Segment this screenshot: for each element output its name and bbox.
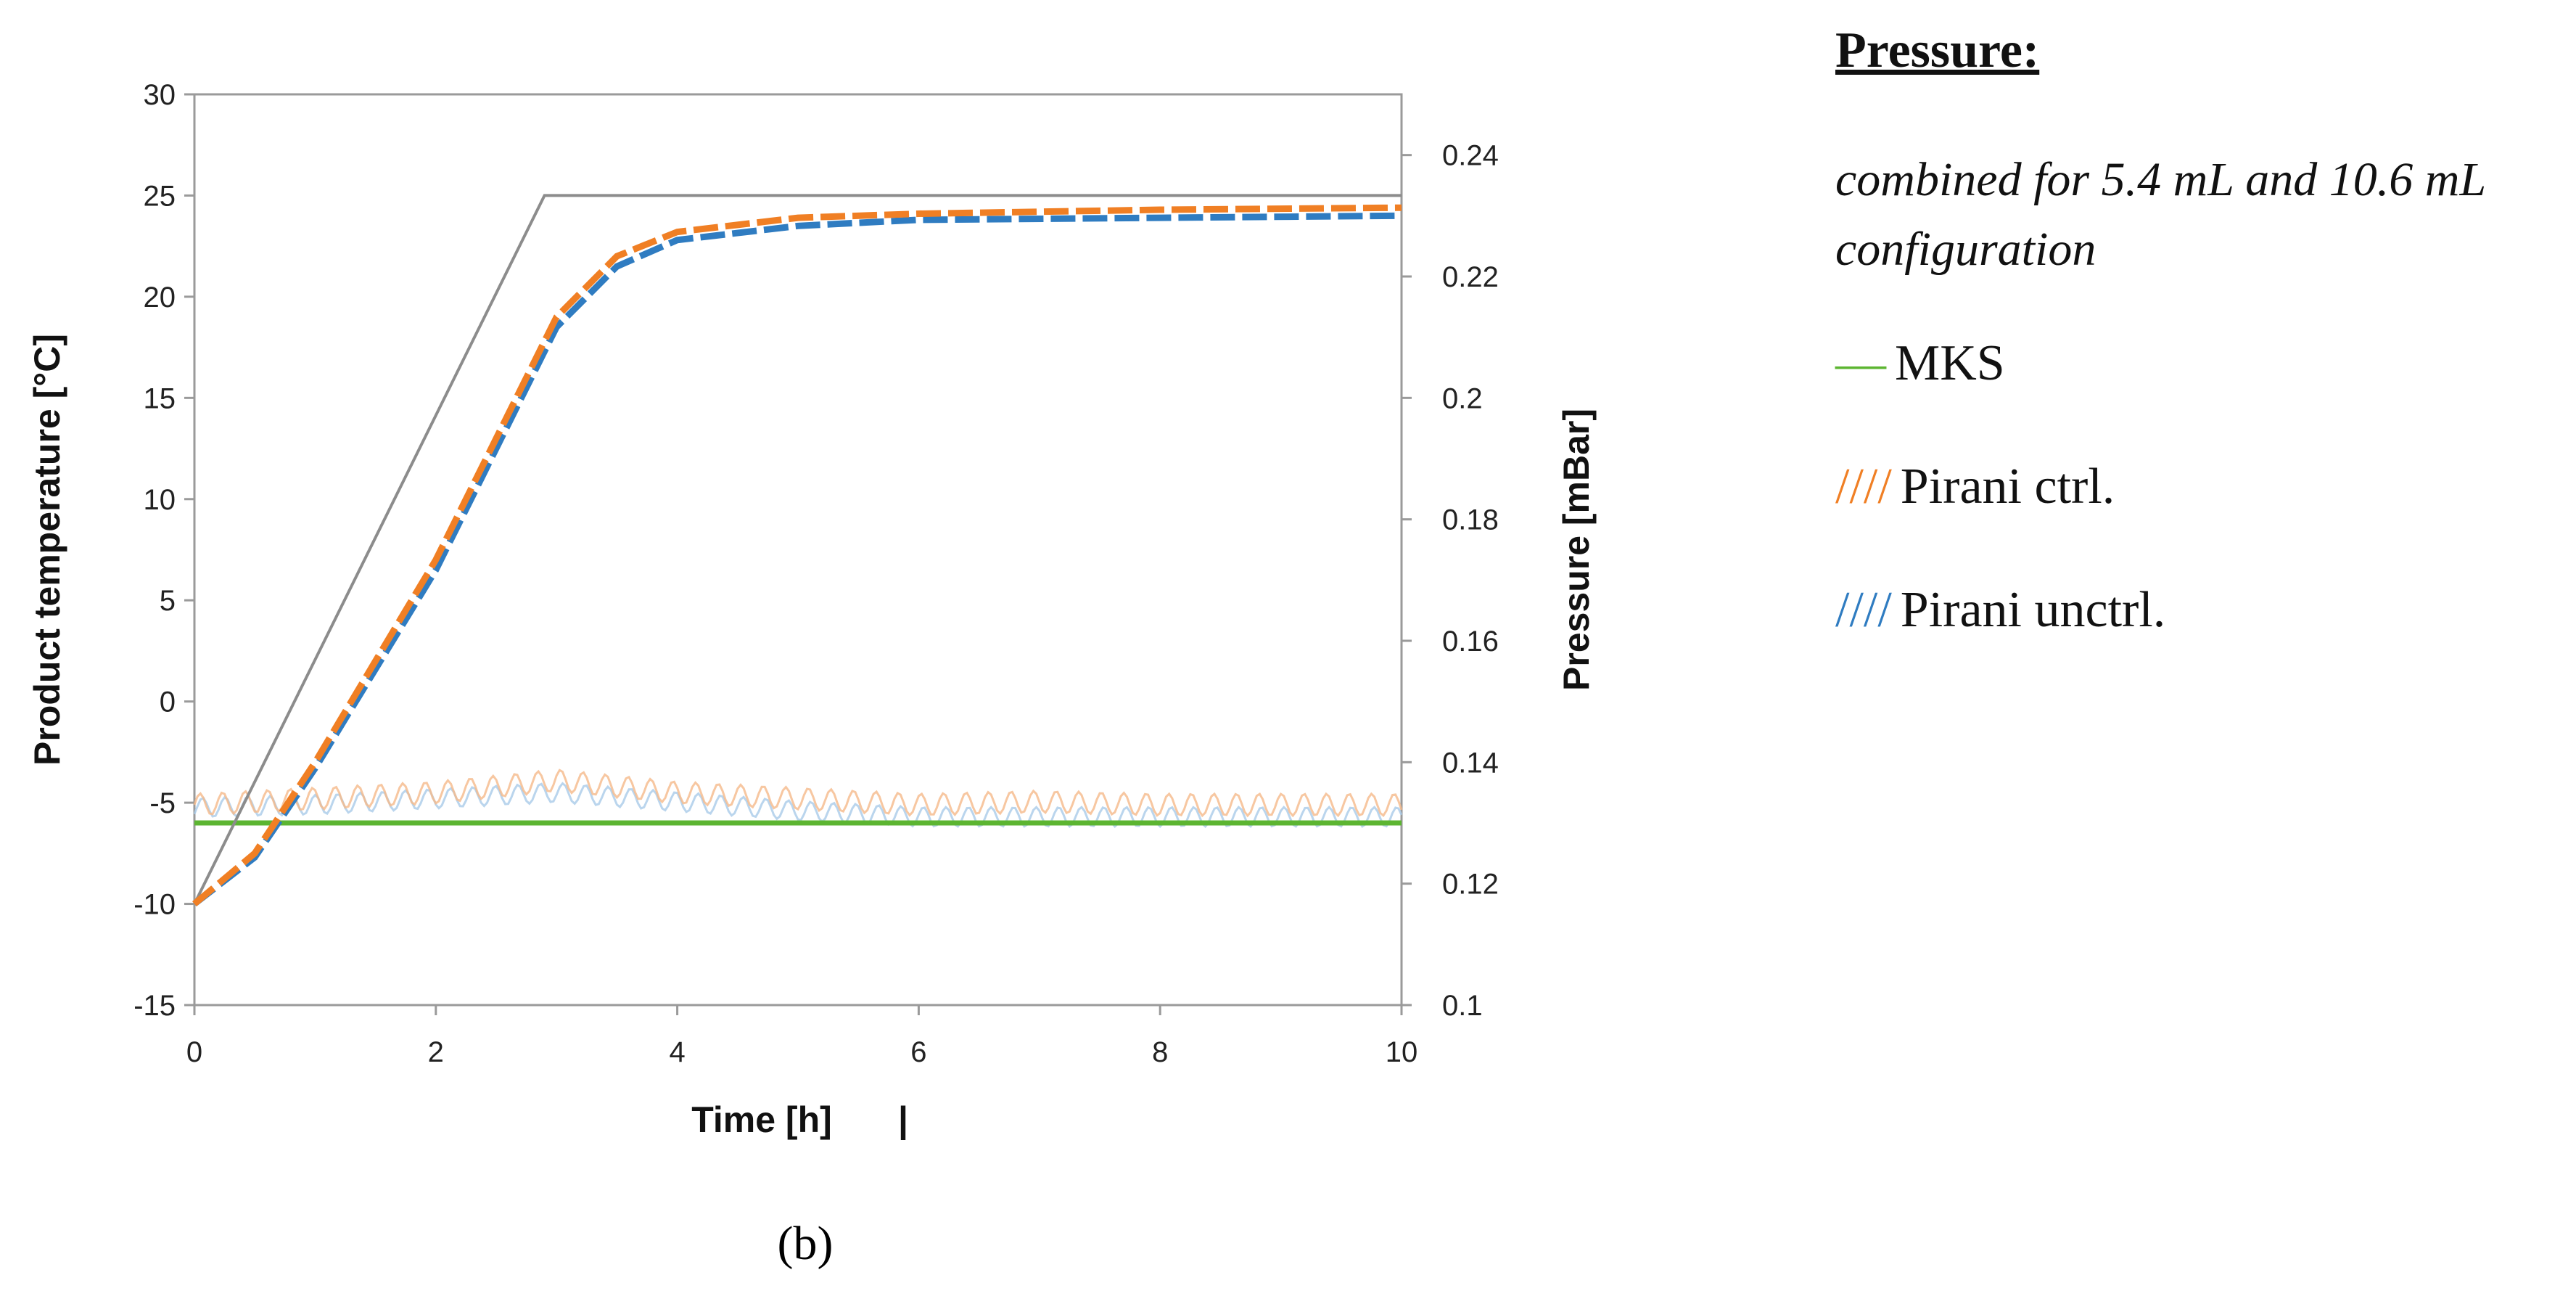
right-tick-label: 0.24 [1442, 140, 1499, 172]
legend-symbol-pirani-ctrl: //// [1835, 459, 1892, 515]
series-pirani-ctrl [193, 769, 1403, 818]
right-axis: 0.24 0.22 0.2 0.18 0.16 0.14 0.12 0.1 [1402, 140, 1499, 1022]
x-axis-title-suffix: | [898, 1099, 908, 1141]
left-tick-label: -10 [133, 889, 176, 921]
legend-entry-pirani-ctrl: ////Pirani ctrl. [1835, 458, 2561, 516]
series-pirani-unctrl [193, 782, 1403, 829]
left-tick-label: 0 [160, 687, 176, 718]
left-axis-title: Product temperature [°C] [27, 334, 67, 766]
right-tick-label: 0.1 [1442, 990, 1483, 1022]
legend-label-pirani-ctrl: Pirani ctrl. [1900, 459, 2115, 515]
x-axis-title: Time [h] [691, 1099, 832, 1140]
x-tick-label: 0 [186, 1036, 202, 1068]
figure-caption: (b) [778, 1217, 834, 1270]
x-tick-label: 6 [910, 1036, 926, 1068]
left-tick-label: 10 [144, 484, 176, 516]
x-tick-label: 4 [669, 1036, 685, 1068]
x-tick-label: 2 [428, 1036, 444, 1068]
left-tick-label: 15 [144, 382, 176, 414]
right-tick-label: 0.22 [1442, 261, 1499, 293]
x-tick-label: 8 [1152, 1036, 1168, 1068]
right-tick-label: 0.2 [1442, 382, 1483, 414]
x-tick-label: 10 [1386, 1036, 1418, 1068]
legend-title: Pressure: [1835, 22, 2040, 78]
right-tick-label: 0.14 [1442, 747, 1499, 779]
right-tick-label: 0.12 [1442, 869, 1499, 901]
left-tick-label: -5 [149, 787, 176, 819]
legend: Pressure: combined for 5.4 mL and 10.6 m… [1835, 22, 2561, 705]
series-product-temperature-orange [192, 204, 1402, 907]
plot-area [193, 93, 1403, 1007]
right-axis-title: Pressure [mBar] [1556, 409, 1597, 691]
right-tick-label: 0.16 [1442, 626, 1499, 657]
left-tick-label: 5 [160, 585, 176, 617]
legend-label-mks: MKS [1895, 335, 2005, 392]
right-tick-label: 0.18 [1442, 504, 1499, 536]
left-tick-label: 25 [144, 180, 176, 212]
left-tick-label: 20 [144, 282, 176, 313]
legend-label-pirani-unctrl: Pirani unctrl. [1900, 582, 2166, 639]
series-group [192, 194, 1403, 907]
legend-subtitle: combined for 5.4 mL and 10.6 mL configur… [1835, 153, 2485, 276]
left-tick-label: 30 [144, 79, 176, 111]
legend-entry-mks: — MKS [1835, 335, 2561, 393]
x-axis: 0 2 4 6 8 10 [186, 1005, 1417, 1068]
left-axis: 30 25 20 15 10 5 0 -5 -10 -15 [133, 79, 194, 1022]
left-tick-label: -15 [133, 990, 176, 1022]
legend-entry-pirani-unctrl: ////Pirani unctrl. [1835, 581, 2561, 639]
series-product-temperature-blue [192, 212, 1402, 907]
legend-symbol-pirani-unctrl: //// [1835, 582, 1892, 639]
legend-symbol-mks: — [1835, 335, 1886, 392]
series-shelf-temperature [193, 194, 1402, 905]
